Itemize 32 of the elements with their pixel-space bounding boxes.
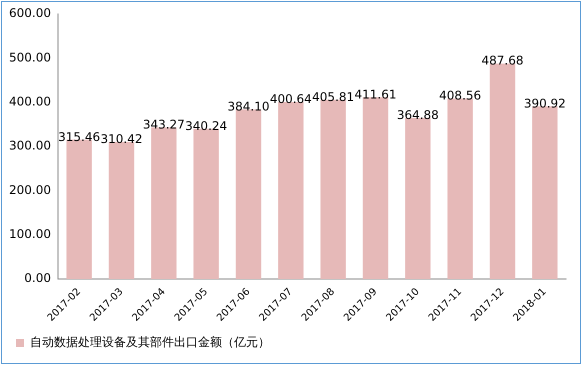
bar [66, 140, 92, 279]
bar [490, 64, 516, 279]
bar [278, 102, 304, 279]
legend-label: 自动数据处理设备及其部件出口金额（亿元） [30, 335, 270, 350]
text: 405.81 [312, 90, 354, 104]
y-tick-label: 600.00 [8, 6, 51, 20]
text: 315.46 [58, 130, 100, 144]
text: 411.61 [354, 87, 396, 102]
bar [320, 100, 346, 279]
y-tick-label: 300.00 [8, 138, 51, 153]
text: 408.56 [439, 88, 482, 103]
text: 384.10 [227, 99, 270, 114]
bar [405, 118, 431, 279]
y-tick-label: 200.00 [8, 182, 51, 197]
text: 364.88 [396, 108, 439, 122]
y-tick-label: 100.00 [8, 226, 51, 241]
text: 400.64 [270, 92, 312, 106]
bar [532, 106, 558, 279]
bar [236, 109, 262, 279]
text: 390.92 [524, 96, 566, 110]
bar [151, 127, 177, 279]
text: 340.24 [185, 118, 228, 133]
y-tick-label: 400.00 [8, 94, 51, 108]
text: 343.27 [142, 118, 185, 132]
bar [193, 128, 219, 279]
y-tick-label: 0.00 [24, 271, 51, 286]
bar [108, 142, 134, 279]
bar [362, 97, 388, 279]
text: 310.42 [100, 132, 142, 146]
bar [447, 98, 473, 279]
text: 487.68 [482, 54, 524, 68]
y-tick-label: 500.00 [8, 50, 51, 64]
